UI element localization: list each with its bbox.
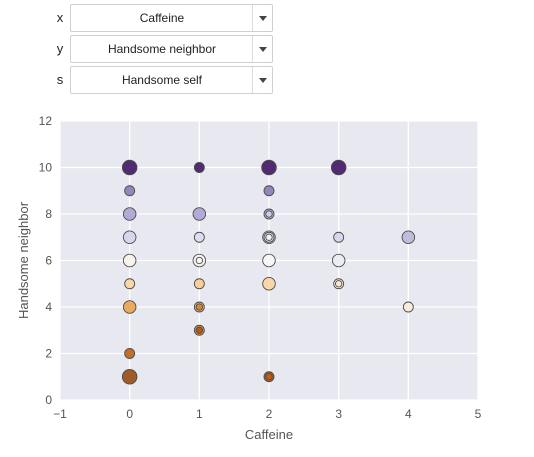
scatter-point — [124, 348, 136, 359]
x-dropdown[interactable]: Caffeine — [70, 4, 273, 32]
x-tick-label: 1 — [196, 407, 203, 421]
scatter-point — [265, 373, 273, 381]
x-control-row: x Caffeine — [0, 4, 300, 34]
y-tick-label: 10 — [39, 161, 53, 175]
scatter-point — [195, 303, 203, 311]
y-tick-label: 6 — [45, 254, 52, 268]
scatter-point — [122, 253, 137, 268]
x-tick-label: 3 — [335, 407, 342, 421]
s-dropdown-divider — [252, 67, 253, 93]
scatter-point — [265, 233, 273, 241]
scatter-point — [401, 230, 416, 244]
x-dropdown-divider — [252, 5, 253, 31]
x-axis-label: Caffeine — [245, 427, 293, 442]
scatter-point — [193, 162, 205, 173]
scatter-point — [193, 278, 205, 290]
x-selected-value: Caffeine — [139, 11, 185, 25]
y-tick-label: 2 — [45, 347, 52, 361]
y-tick-label: 4 — [45, 300, 52, 314]
x-tick-label: 5 — [475, 407, 482, 421]
x-tick-label: 2 — [266, 407, 273, 421]
scatter-point — [124, 278, 136, 290]
x-tick-label: 4 — [405, 407, 412, 421]
caret-down-icon[interactable] — [254, 67, 272, 93]
scatter-point — [193, 231, 205, 243]
scatter-point — [122, 230, 137, 244]
controls-panel: x Caffeine y Handsome neighbor s Ha — [0, 0, 534, 100]
scatter-point — [124, 185, 136, 197]
scatter-point — [335, 280, 343, 288]
axis-labels: Caffeine Handsome neighbor — [16, 201, 293, 442]
scatter-point — [121, 159, 138, 176]
y-tick-label: 12 — [39, 114, 53, 128]
y-axis-label: Handsome neighbor — [16, 201, 31, 319]
scatter-point — [122, 207, 137, 221]
s-dropdown[interactable]: Handsome self — [70, 66, 273, 94]
x-tick-label: 0 — [126, 407, 133, 421]
scatter-point — [402, 301, 414, 313]
y-label: y — [56, 41, 64, 56]
scatter-point — [195, 256, 203, 265]
y-control-row: y Handsome neighbor — [0, 35, 300, 65]
s-label: s — [56, 72, 64, 87]
scatter-point — [262, 253, 276, 268]
scatter-point — [265, 210, 273, 218]
caret-down-icon[interactable] — [254, 5, 272, 31]
y-tick-label: 8 — [45, 207, 52, 221]
scatter-point — [122, 300, 137, 314]
scatter-points — [121, 159, 416, 385]
scatter-point — [330, 159, 347, 176]
scatter-chart-container: −1 0 1 2 3 4 5 0 2 4 6 8 10 12 Caffeine Handsome neigh… — [0, 100, 534, 452]
y-tick-label: 0 — [45, 393, 52, 407]
y-selected-value: Handsome neighbor — [107, 42, 217, 56]
caret-down-icon[interactable] — [254, 36, 272, 62]
x-tick-label: −1 — [53, 407, 67, 421]
x-label: x — [56, 10, 64, 25]
s-selected-value: Handsome self — [121, 73, 203, 87]
scatter-point — [333, 231, 345, 243]
y-dropdown-divider — [252, 36, 253, 62]
scatter-point — [195, 326, 203, 334]
scatter-point — [262, 276, 276, 291]
scatter-point — [121, 369, 138, 385]
scatter-point — [261, 159, 277, 176]
scatter-point — [263, 185, 275, 197]
y-dropdown[interactable]: Handsome neighbor — [70, 35, 273, 63]
scatter-point — [192, 207, 207, 221]
scatter-point — [331, 253, 346, 268]
s-control-row: s Handsome self — [0, 66, 300, 96]
